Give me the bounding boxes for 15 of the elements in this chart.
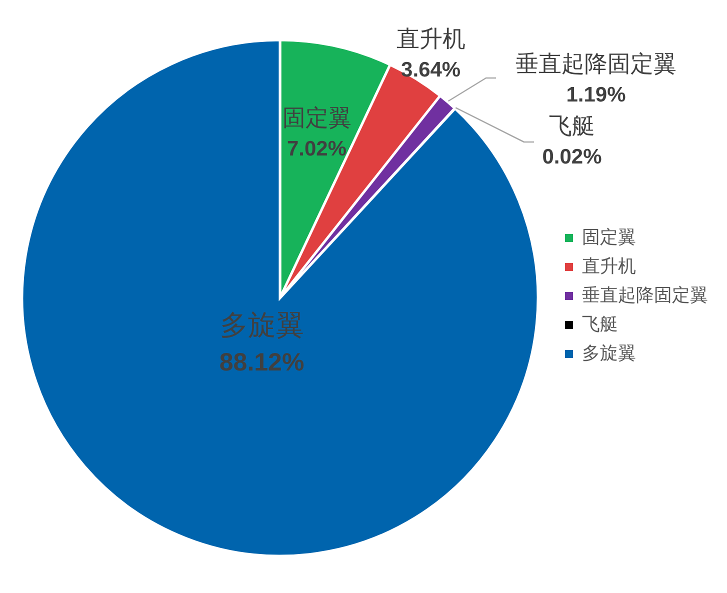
legend-label: 飞艇 — [582, 314, 618, 334]
slice-label: 垂直起降固定翼 — [516, 50, 676, 76]
legend-label: 垂直起降固定翼 — [582, 285, 708, 305]
legend-label: 多旋翼 — [582, 343, 636, 363]
data-label: 88.12% — [219, 348, 304, 377]
data-label: 0.02% — [542, 146, 602, 168]
slice-label: 固定翼 — [282, 104, 352, 131]
data-label: 3.64% — [401, 58, 461, 82]
slice-label: 飞艇 — [549, 112, 595, 138]
slice-label: 直升机 — [396, 26, 466, 52]
slice-label: 多旋翼 — [220, 310, 304, 341]
data-label: 7.02% — [286, 138, 347, 161]
data-label: 1.19% — [566, 84, 626, 106]
legend-label: 直升机 — [582, 256, 636, 276]
legend-label: 固定翼 — [582, 227, 636, 247]
